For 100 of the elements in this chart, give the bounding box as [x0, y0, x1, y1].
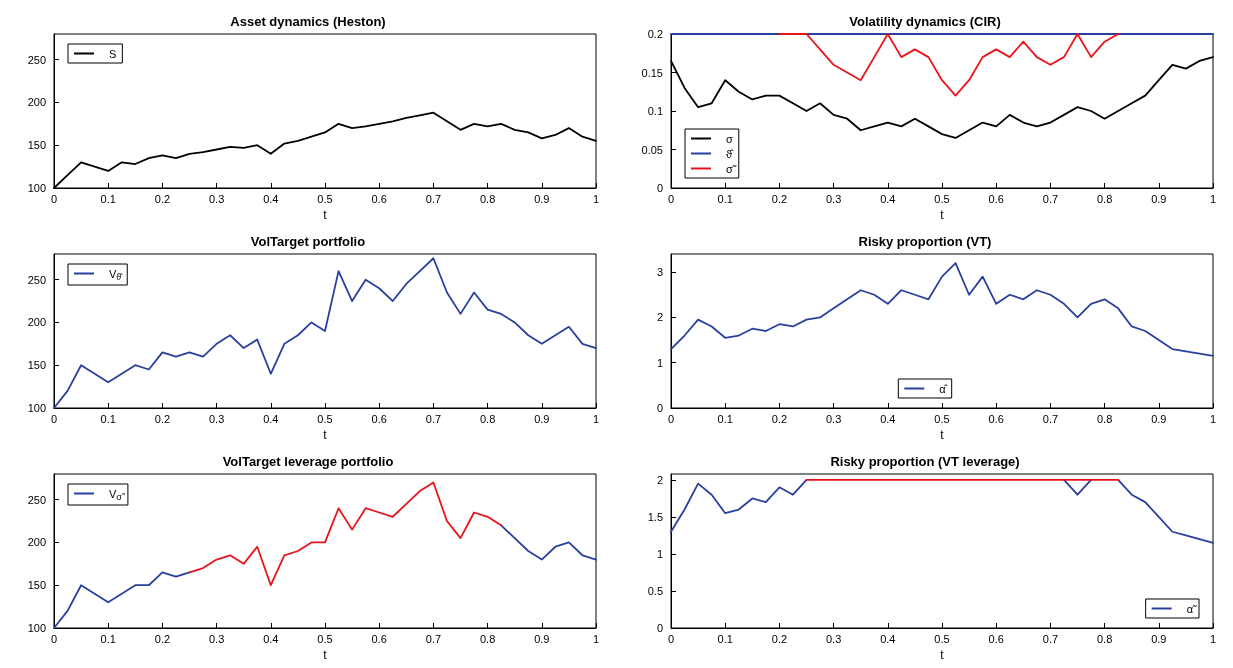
x-tick-label: 0.7	[1042, 412, 1059, 425]
x-tick-label: 0.1	[717, 632, 733, 645]
y-tick-label: 0	[656, 622, 663, 634]
x-tick-label: 0.4	[880, 192, 896, 205]
x-tick-label: 0.1	[100, 192, 116, 205]
x-tick-label: 0.9	[1151, 632, 1167, 645]
x-tick-label: 0.3	[825, 192, 842, 205]
y-tick-label: 0.15	[641, 66, 663, 79]
x-tick-label: 0.6	[988, 412, 1004, 425]
x-tick-label: 0.8	[479, 192, 496, 205]
x-tick-label: 0.5	[934, 192, 950, 205]
x-tick-label: 0	[667, 412, 675, 425]
x-tick-label: 1	[592, 632, 600, 645]
x-tick-label: 0.2	[771, 412, 788, 425]
x-tick-label: 0.4	[263, 412, 279, 425]
x-tick-label: 0.8	[479, 412, 496, 425]
x-tick-label: 0.2	[154, 412, 171, 425]
x-tick-label: 0	[50, 632, 58, 645]
x-axis-title: t	[323, 207, 328, 222]
x-axis-title: t	[940, 207, 945, 222]
y-tick-label: 0.2	[647, 28, 663, 40]
x-tick-label: 0.9	[1151, 192, 1167, 205]
x-tick-label: 0.6	[988, 192, 1004, 205]
x-tick-label: 0.8	[1096, 632, 1113, 645]
x-tick-label: 0.4	[880, 412, 896, 425]
x-tick-label: 0	[50, 412, 58, 425]
x-tick-label: 0.5	[317, 632, 333, 645]
chart-title: VolTarget leverage portfolio	[222, 454, 394, 469]
legend-label: σ̃	[726, 162, 737, 175]
y-tick-label: 1.5	[647, 510, 663, 523]
chart-title: Volatility dynamics (CIR)	[849, 14, 1001, 29]
x-tick-label: 0.3	[208, 192, 225, 205]
chart-title: Risky proportion (VT)	[858, 234, 992, 249]
x-tick-label: 0.4	[880, 632, 896, 645]
x-tick-label: 0.7	[425, 632, 442, 645]
x-tick-label: 0.1	[717, 192, 733, 205]
y-tick-label: 2	[656, 311, 663, 324]
x-tick-label: 0.3	[208, 632, 225, 645]
x-tick-label: 0	[50, 192, 58, 205]
x-tick-label: 0.8	[1096, 412, 1113, 425]
y-tick-label: 1	[656, 547, 663, 560]
x-tick-label: 0.3	[825, 412, 842, 425]
y-tick-label: 150	[27, 359, 46, 372]
x-tick-label: 0.2	[154, 632, 171, 645]
x-tick-label: 0.8	[1096, 192, 1113, 205]
legend-label: α̂	[939, 382, 948, 395]
x-tick-label: 0.6	[371, 632, 387, 645]
x-tick-label: 0	[667, 632, 675, 645]
y-tick-label: 0.5	[647, 584, 663, 597]
y-tick-label: 0.1	[647, 105, 663, 117]
x-tick-label: 0.1	[717, 412, 733, 425]
x-tick-label: 0.7	[425, 412, 442, 425]
y-tick-label: 200	[27, 96, 46, 109]
x-tick-label: 1	[1209, 192, 1217, 205]
x-tick-label: 0.9	[534, 412, 550, 425]
x-tick-label: 0.7	[1042, 632, 1059, 645]
x-tick-label: 0.4	[263, 632, 279, 645]
x-tick-label: 0.5	[934, 412, 950, 425]
y-tick-label: 0	[656, 402, 663, 414]
y-tick-label: 100	[27, 182, 46, 194]
y-tick-label: 150	[27, 579, 46, 592]
y-tick-label: 100	[27, 622, 46, 634]
line-series	[53, 257, 597, 409]
x-tick-label: 0.6	[988, 632, 1004, 645]
x-tick-label: 0.3	[208, 412, 225, 425]
legend-label: S	[109, 47, 117, 60]
y-tick-label: 2	[656, 473, 663, 486]
x-tick-label: 0.9	[534, 632, 550, 645]
y-tick-label: 250	[27, 493, 46, 506]
x-tick-label: 0.7	[1042, 192, 1059, 205]
legend-label: ϑ̂	[726, 147, 735, 160]
x-tick-label: 0.6	[371, 192, 387, 205]
x-tick-label: 1	[592, 412, 600, 425]
x-tick-label: 0.4	[263, 192, 279, 205]
x-tick-label: 0.1	[100, 632, 116, 645]
x-tick-label: 0.2	[771, 632, 788, 645]
x-axis-title: t	[940, 647, 945, 662]
chart-title: Risky proportion (VT leverage)	[830, 454, 1020, 469]
x-tick-label: 0.5	[317, 412, 333, 425]
x-axis-title: t	[940, 427, 945, 442]
x-tick-label: 0.3	[825, 632, 842, 645]
x-tick-label: 0.2	[771, 192, 788, 205]
x-tick-label: 0.6	[371, 412, 387, 425]
y-tick-label: 100	[27, 402, 46, 414]
legend-label: σ	[726, 132, 733, 145]
x-tick-label: 1	[1209, 632, 1217, 645]
y-tick-label: 250	[27, 273, 46, 286]
x-tick-label: 0.7	[425, 192, 442, 205]
y-tick-label: 0	[656, 182, 663, 194]
x-tick-label: 0.5	[934, 632, 950, 645]
x-tick-label: 1	[1209, 412, 1217, 425]
line-series	[670, 262, 1214, 357]
y-tick-label: 200	[27, 536, 46, 549]
x-tick-label: 0.9	[534, 192, 550, 205]
x-tick-label: 0.9	[1151, 412, 1167, 425]
x-axis-title: t	[323, 427, 328, 442]
x-axis-title: t	[323, 647, 328, 662]
legend-label: α̃	[1186, 602, 1197, 615]
y-tick-label: 200	[27, 316, 46, 329]
x-tick-label: 0.2	[154, 192, 171, 205]
